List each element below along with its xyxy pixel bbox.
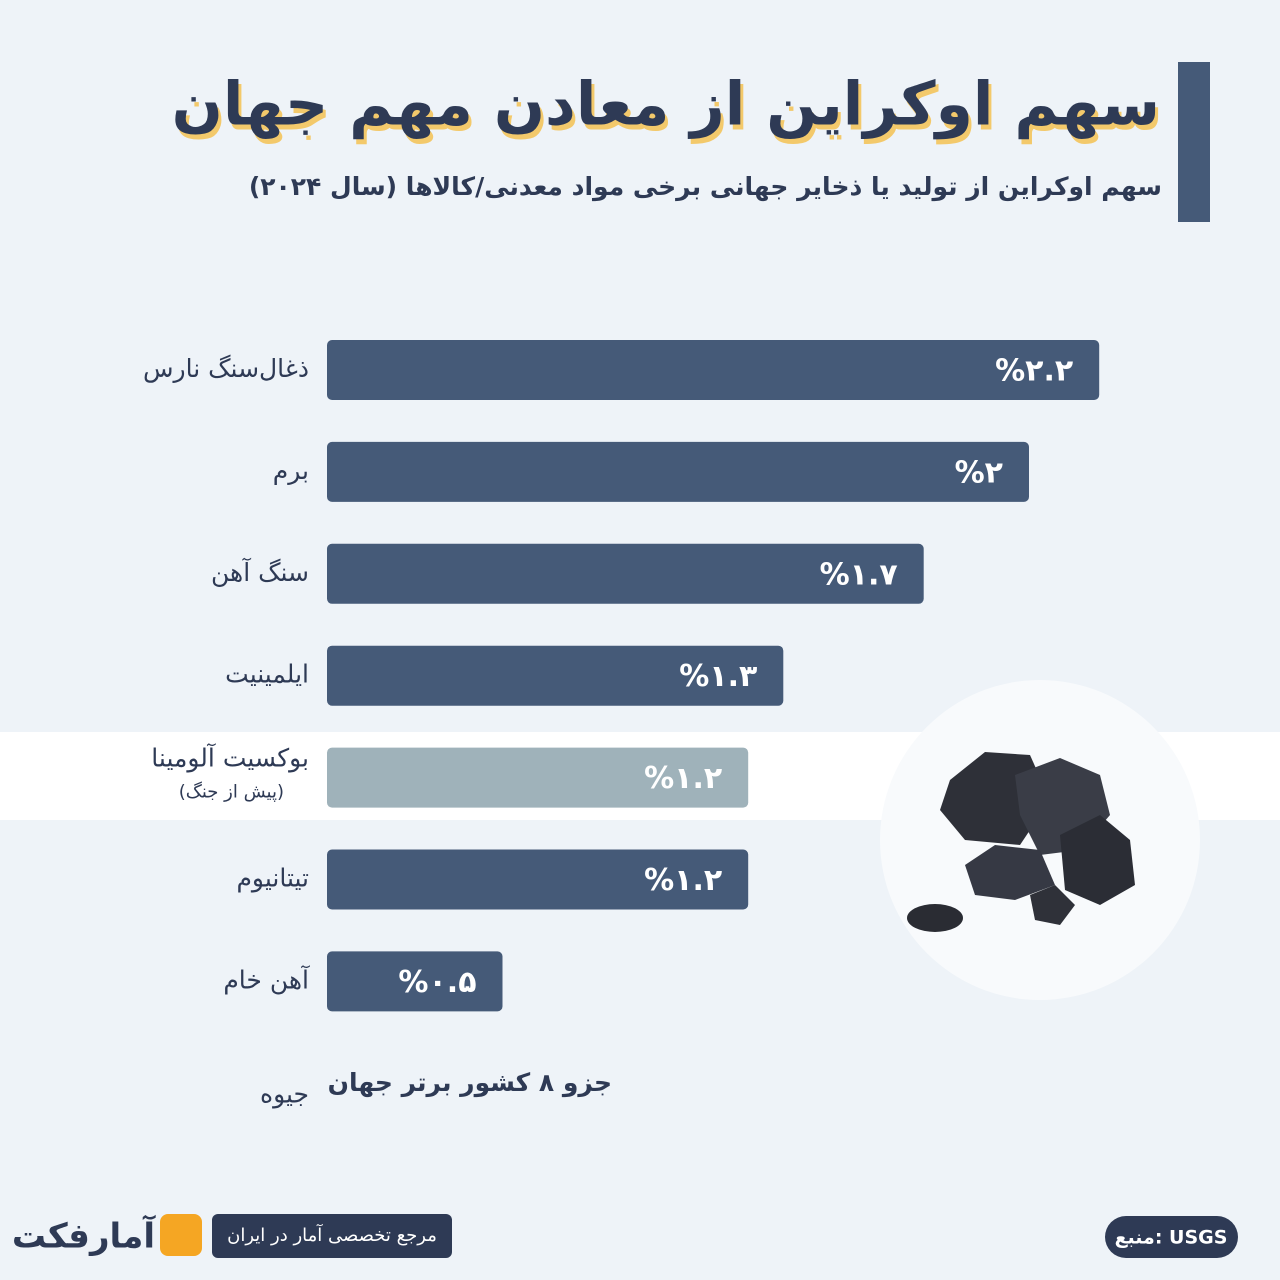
bar [327,645,784,706]
chart-title: سهم اوکراین از معادن مهم جهان [172,70,1160,140]
value-label: %۰.۵ [398,965,476,1000]
source-badge [1105,1216,1238,1258]
chart-subtitle: سهم اوکراین از تولید یا ذخایر جهانی برخی… [249,172,1162,202]
category-label: برم [273,456,309,485]
category-label: بوکسیت آلومینا [151,743,309,773]
bar [327,951,503,1012]
category-label: آهن خام [223,964,310,994]
brand: آمارفکت [12,1215,156,1257]
tagline-badge [212,1214,452,1258]
source: منبع: USGS [1115,1227,1228,1249]
bar [327,849,749,910]
bar [327,340,1100,400]
value-label: %۱.۲ [644,761,722,796]
category-label: ایلمینیت [225,660,309,689]
category-label: سنگ آهن [211,557,309,587]
bar [327,543,924,604]
coal-image [907,752,1135,932]
value-label: %۱.۳ [679,659,757,694]
value-label: %۲ [955,455,1003,490]
value-label: %۱.۲ [644,863,722,898]
category-label: تیتانیوم [236,864,309,893]
annotation: جزو ۸ کشور برتر جهان [328,1068,612,1098]
value-label: %۲.۲ [995,354,1073,389]
title-shadow: سهم اوکراین از معادن مهم جهان [175,75,1163,145]
tagline: مرجع تخصصی آمار در ایران [227,1223,437,1246]
bar [327,441,1029,502]
category-label: ذغال‌سنگ نارس [143,354,309,383]
value-label: %۱.۷ [820,557,898,592]
category-label: جیوه [260,1079,309,1108]
bar [327,747,749,808]
category-note: (پیش از جنگ) [179,781,284,803]
title-accent [1178,62,1210,222]
logo-icon [160,1214,202,1256]
